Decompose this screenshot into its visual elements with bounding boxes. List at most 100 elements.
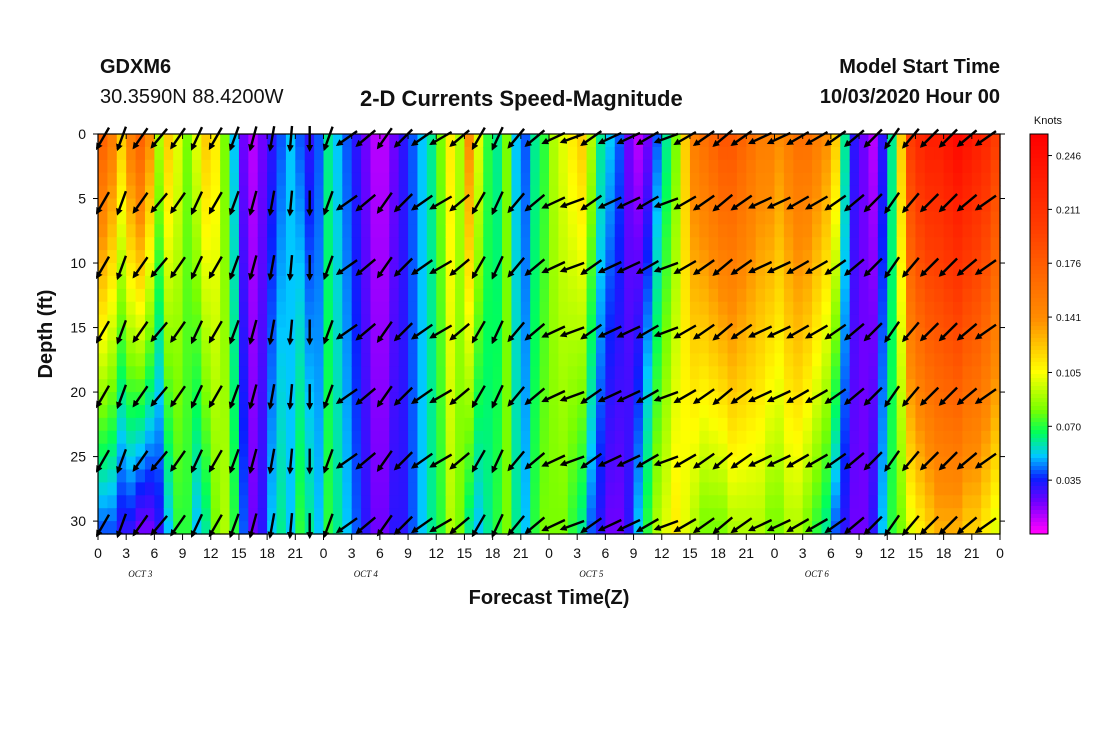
heat-cell [746, 211, 757, 225]
heat-cell [379, 159, 390, 174]
heat-cell [473, 198, 484, 213]
heat-cell [661, 404, 672, 419]
heat-cell [154, 379, 165, 393]
current-vector [863, 386, 883, 406]
heat-cell [464, 263, 475, 277]
heat-cell [727, 237, 738, 251]
heat-cell [276, 134, 287, 148]
colorbar-swatch [1030, 270, 1048, 275]
current-vector [938, 451, 958, 471]
heat-cell [539, 211, 550, 225]
heat-cell [746, 340, 757, 354]
heat-cell [699, 301, 710, 316]
heat-cell [116, 159, 127, 174]
current-vector [449, 451, 470, 470]
heat-cell [201, 185, 212, 200]
current-vector [673, 389, 697, 404]
heat-cell [774, 134, 785, 148]
heat-cell [455, 392, 466, 406]
heat-cell [962, 379, 973, 393]
heat-cell [436, 366, 447, 380]
current-vector [597, 325, 622, 338]
current-vector [248, 255, 258, 281]
heat-cell [642, 508, 653, 522]
heat-cell [173, 366, 184, 380]
heat-cell [107, 211, 118, 225]
heat-cell [163, 263, 174, 277]
heat-cell [530, 366, 541, 380]
heat-cell [220, 301, 231, 316]
heat-cell [642, 134, 653, 148]
heat-cell [436, 430, 447, 445]
heat-cell [98, 456, 108, 471]
heat-cell [323, 495, 334, 509]
heat-cell [285, 417, 296, 432]
heat-cell [492, 288, 503, 303]
heat-cell [934, 237, 945, 251]
heat-cell [267, 159, 278, 174]
heat-cell [445, 379, 456, 393]
heat-cell [173, 250, 184, 264]
heat-cell [436, 469, 447, 483]
heat-cell [877, 495, 888, 509]
heat-cell [708, 495, 719, 509]
heat-cell [473, 237, 484, 251]
heat-cell [351, 288, 362, 303]
heat-cell [802, 340, 813, 354]
heat-cell [868, 353, 879, 367]
heat-cell [464, 185, 475, 200]
heat-cell [962, 314, 973, 329]
current-vector [507, 386, 526, 407]
heat-cell [98, 211, 108, 225]
heat-cell [276, 495, 287, 509]
heat-cell [868, 288, 879, 303]
heat-cell [981, 185, 992, 200]
current-vector [597, 454, 622, 467]
heat-cell [943, 404, 954, 419]
heat-cell [238, 146, 249, 161]
heat-cell [981, 379, 992, 393]
colorbar-swatch [1030, 214, 1048, 219]
heat-cell [586, 159, 597, 174]
x-tick-label: 6 [150, 545, 158, 561]
heat-cell [774, 469, 785, 483]
heat-cell [182, 172, 193, 187]
heat-cell [154, 456, 165, 471]
current-vector [559, 261, 585, 273]
heat-cell [436, 198, 447, 213]
heat-cell [671, 146, 682, 161]
heat-cell [934, 379, 945, 393]
heat-cell [652, 172, 663, 187]
heat-cell [962, 146, 973, 161]
heat-cell [295, 430, 306, 445]
current-vector [491, 191, 504, 216]
heat-cell [201, 314, 212, 329]
heat-cell [220, 250, 231, 264]
heat-cell [473, 404, 484, 419]
heat-cell [736, 185, 747, 200]
heat-cell [765, 211, 776, 225]
heat-cell [896, 288, 907, 303]
heat-cell [539, 469, 550, 483]
heat-cell [652, 469, 663, 483]
heat-cell [624, 417, 635, 432]
heat-cell [549, 224, 559, 238]
heat-cell [981, 495, 992, 509]
heat-cell [793, 263, 804, 277]
heat-cell [671, 508, 682, 522]
y-tick-label: 5 [78, 191, 86, 207]
current-vector [322, 513, 334, 539]
colorbar-swatch [1030, 330, 1048, 335]
heat-cell [689, 224, 700, 238]
heat-cell [464, 314, 475, 329]
heat-cell [859, 417, 870, 432]
heat-cell [398, 469, 409, 483]
heat-cell [163, 146, 174, 161]
heat-cell [689, 185, 700, 200]
heat-cell [812, 172, 823, 187]
day-label: OCT 4 [354, 569, 379, 579]
heat-cell [257, 495, 268, 509]
heat-cell [661, 224, 672, 238]
heat-cell [877, 353, 888, 367]
heat-cell [981, 366, 992, 380]
